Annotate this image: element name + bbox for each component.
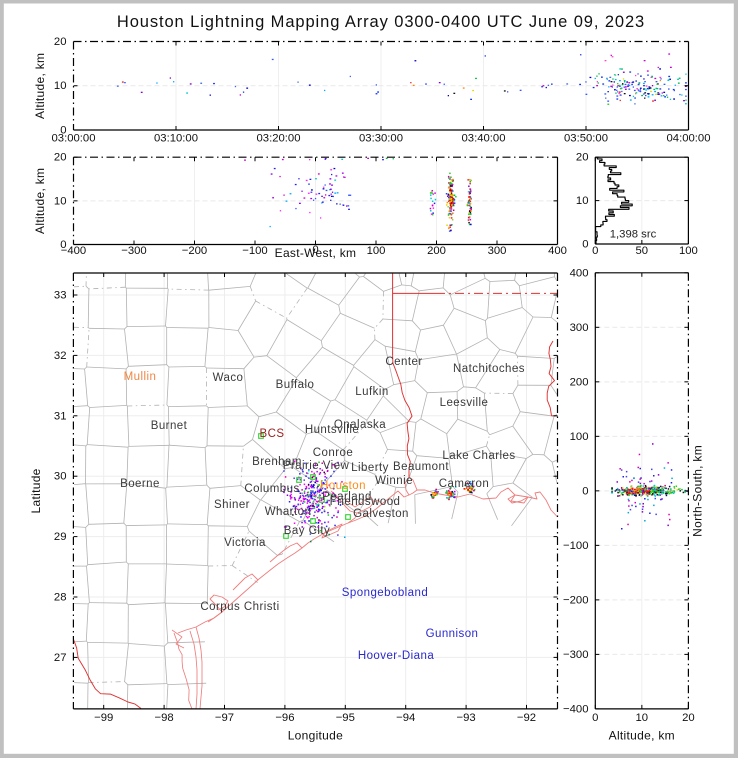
svg-text:200: 200 — [570, 376, 589, 388]
svg-text:100: 100 — [570, 431, 589, 443]
svg-text:East-West, km: East-West, km — [275, 246, 357, 260]
svg-text:Houston: Houston — [320, 480, 366, 492]
svg-text:−200: −200 — [182, 245, 207, 257]
svg-text:30: 30 — [54, 471, 67, 483]
svg-text:−95: −95 — [336, 712, 355, 724]
svg-text:−94: −94 — [396, 712, 415, 724]
svg-text:0: 0 — [582, 239, 588, 251]
svg-text:400: 400 — [570, 267, 589, 279]
svg-text:10: 10 — [54, 195, 67, 207]
svg-text:Bay City: Bay City — [284, 525, 330, 537]
svg-text:−92: −92 — [517, 712, 536, 724]
svg-text:Beaumont: Beaumont — [393, 461, 449, 473]
svg-text:−96: −96 — [275, 712, 294, 724]
svg-text:100: 100 — [367, 245, 386, 257]
svg-text:0: 0 — [60, 239, 66, 251]
svg-text:−98: −98 — [155, 712, 174, 724]
svg-text:−100: −100 — [563, 540, 588, 552]
svg-text:10: 10 — [54, 80, 67, 92]
svg-text:50: 50 — [636, 245, 649, 257]
svg-text:100: 100 — [679, 245, 698, 257]
svg-text:0: 0 — [60, 125, 66, 137]
svg-text:Conroe: Conroe — [313, 447, 353, 459]
svg-text:Lake Charles: Lake Charles — [442, 450, 515, 462]
svg-text:20: 20 — [576, 152, 589, 164]
svg-text:−400: −400 — [61, 245, 86, 257]
svg-text:10: 10 — [576, 195, 589, 207]
svg-text:Houston Lightning Mapping Arra: Houston Lightning Mapping Array 0300-040… — [117, 13, 645, 31]
svg-text:Winnie: Winnie — [375, 475, 413, 487]
svg-text:Galveston: Galveston — [353, 508, 409, 520]
svg-text:Leesville: Leesville — [440, 397, 489, 409]
svg-text:Prairie View: Prairie View — [283, 460, 350, 472]
svg-text:31: 31 — [54, 410, 67, 422]
svg-text:32: 32 — [54, 350, 67, 362]
svg-text:03:30:00: 03:30:00 — [359, 132, 403, 144]
svg-text:Brenham: Brenham — [252, 456, 302, 468]
svg-text:1,398 src: 1,398 src — [610, 229, 657, 241]
svg-text:−300: −300 — [563, 649, 588, 661]
svg-text:Burnet: Burnet — [151, 420, 188, 432]
svg-text:−100: −100 — [242, 245, 267, 257]
svg-text:Altitude, km: Altitude, km — [33, 168, 47, 234]
svg-text:−97: −97 — [215, 712, 234, 724]
svg-text:Gunnison: Gunnison — [426, 628, 479, 640]
svg-text:Columbus: Columbus — [244, 483, 299, 495]
svg-text:Spongebobland: Spongebobland — [342, 587, 428, 599]
svg-text:27: 27 — [54, 652, 67, 664]
svg-text:20: 20 — [54, 36, 67, 48]
svg-text:03:20:00: 03:20:00 — [257, 132, 301, 144]
svg-text:Buffalo: Buffalo — [276, 379, 315, 391]
svg-text:28: 28 — [54, 592, 67, 604]
svg-text:Boerne: Boerne — [120, 478, 160, 490]
svg-text:Altitude, km: Altitude, km — [609, 729, 675, 743]
svg-text:Natchitoches: Natchitoches — [453, 363, 525, 375]
svg-text:North-South, km: North-South, km — [691, 445, 705, 537]
svg-text:−93: −93 — [457, 712, 476, 724]
svg-text:Shiner: Shiner — [214, 499, 250, 511]
svg-text:Friendswood: Friendswood — [330, 496, 401, 508]
svg-text:200: 200 — [427, 245, 446, 257]
svg-text:Liberty: Liberty — [351, 462, 389, 474]
svg-text:Lufkin: Lufkin — [355, 386, 388, 398]
svg-text:300: 300 — [570, 322, 589, 334]
svg-text:−300: −300 — [121, 245, 146, 257]
svg-text:0: 0 — [582, 485, 588, 497]
svg-text:Hoover-Diana: Hoover-Diana — [358, 650, 435, 662]
svg-text:Altitude, km: Altitude, km — [33, 53, 47, 119]
svg-text:400: 400 — [548, 245, 567, 257]
svg-text:BCS: BCS — [260, 428, 285, 440]
svg-text:0: 0 — [592, 712, 598, 724]
svg-text:Corpus Christi: Corpus Christi — [200, 601, 279, 613]
svg-text:20: 20 — [54, 152, 67, 164]
svg-text:03:10:00: 03:10:00 — [154, 132, 198, 144]
svg-text:Huntsville: Huntsville — [305, 424, 359, 436]
svg-text:Pearland: Pearland — [322, 491, 372, 503]
svg-text:03:50:00: 03:50:00 — [564, 132, 608, 144]
svg-text:20: 20 — [682, 712, 695, 724]
svg-text:03:00:00: 03:00:00 — [52, 132, 96, 144]
svg-text:Mullin: Mullin — [124, 371, 157, 383]
svg-text:0: 0 — [592, 245, 598, 257]
svg-text:Longitude: Longitude — [288, 729, 343, 743]
svg-text:−400: −400 — [563, 703, 588, 715]
svg-text:−200: −200 — [563, 594, 588, 606]
svg-text:300: 300 — [488, 245, 507, 257]
svg-text:Victoria: Victoria — [224, 537, 266, 549]
svg-text:03:40:00: 03:40:00 — [462, 132, 506, 144]
svg-text:10: 10 — [636, 712, 649, 724]
svg-text:Onalaska: Onalaska — [334, 419, 386, 431]
svg-text:04:00:00: 04:00:00 — [667, 132, 711, 144]
svg-text:Latitude: Latitude — [29, 468, 43, 513]
svg-text:29: 29 — [54, 531, 67, 543]
svg-text:−99: −99 — [94, 712, 113, 724]
svg-text:33: 33 — [54, 290, 67, 302]
svg-text:Center: Center — [385, 356, 422, 368]
svg-text:Waco: Waco — [213, 372, 244, 384]
svg-text:Cameron: Cameron — [439, 478, 489, 490]
svg-text:0: 0 — [312, 244, 318, 256]
svg-text:Wharton: Wharton — [265, 506, 312, 518]
